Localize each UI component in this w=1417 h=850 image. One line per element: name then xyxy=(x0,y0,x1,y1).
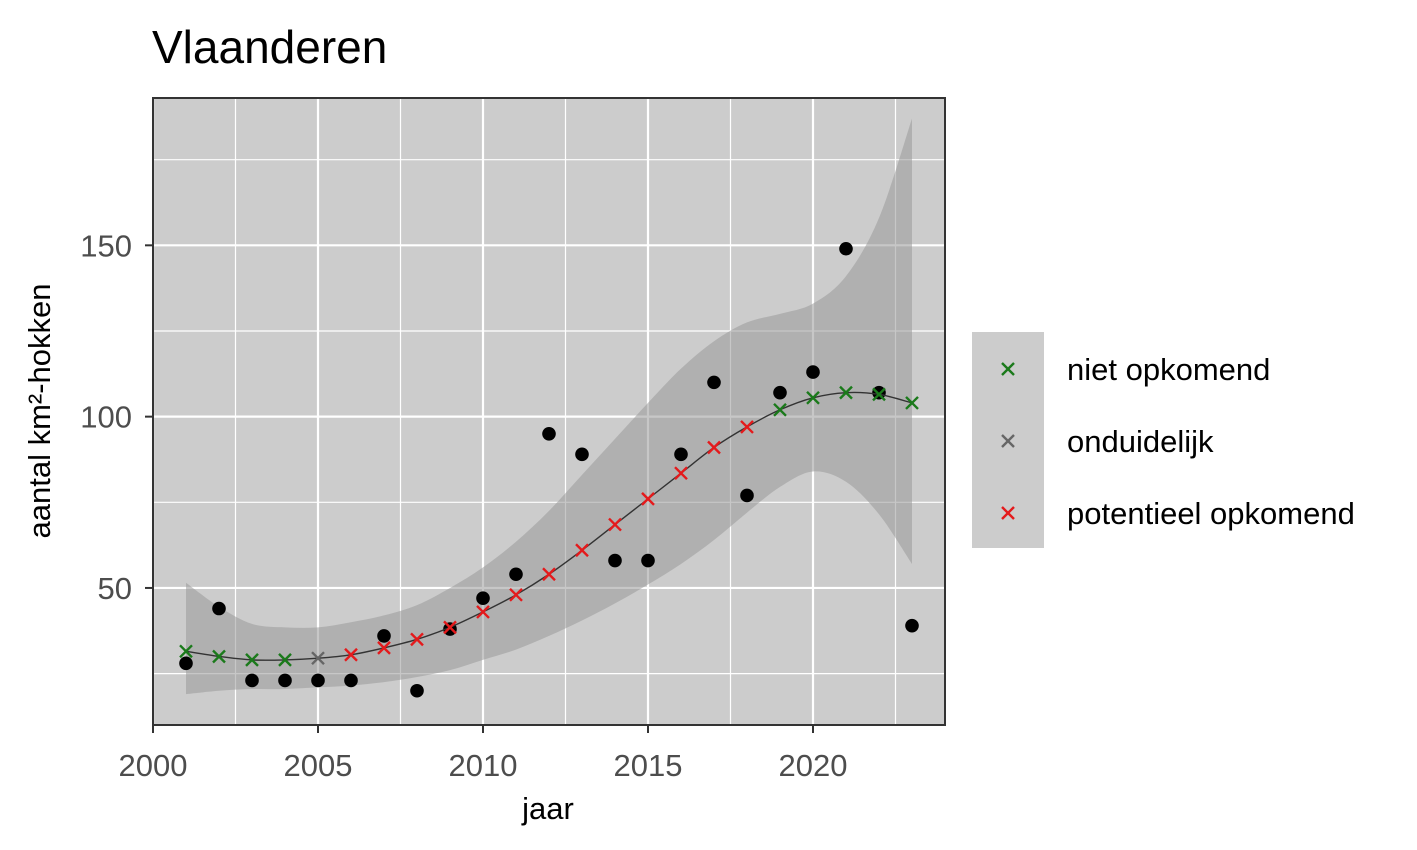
observed-point xyxy=(674,447,688,462)
legend-item: potentieel opkomend xyxy=(1001,496,1355,531)
legend: niet opkomend onduidelijk potentieel opkom… xyxy=(972,332,1355,548)
trend-marker-stroke xyxy=(806,390,820,405)
trend-marker xyxy=(311,651,325,666)
trend-marker xyxy=(410,632,424,647)
trend-marker xyxy=(905,396,919,410)
observed-point xyxy=(212,601,226,616)
legend-label: potentieel opkomend xyxy=(1067,496,1355,531)
y-axis-title: aantal km²-hokken xyxy=(22,283,57,538)
trend-marker xyxy=(245,653,259,667)
trend-marker xyxy=(344,647,358,662)
trend-marker xyxy=(641,492,655,506)
legend-marker xyxy=(1001,434,1015,448)
observed-point xyxy=(608,553,622,568)
trend-marker xyxy=(839,385,853,400)
trend-markers xyxy=(179,385,919,667)
y-tick-label: 150 xyxy=(80,228,132,263)
observed-point xyxy=(377,629,391,643)
x-axis-title: jaar xyxy=(521,791,574,826)
trend-marker-stroke xyxy=(905,396,919,410)
observed-point xyxy=(740,488,754,503)
legend-marker-stroke xyxy=(1001,362,1015,376)
trend-marker xyxy=(377,641,391,655)
observed-point xyxy=(509,567,523,582)
x-tick-label: 2000 xyxy=(119,748,188,783)
plot-panel-border xyxy=(152,97,946,726)
trend-marker-stroke xyxy=(311,651,325,666)
observed-point xyxy=(179,656,193,671)
trend-marker xyxy=(773,402,787,417)
trend-marker-stroke xyxy=(839,385,853,400)
observed-points xyxy=(179,241,919,698)
trend-marker xyxy=(212,649,226,664)
trend-marker-stroke xyxy=(773,402,787,417)
trend-marker-stroke xyxy=(245,653,259,667)
trend-marker xyxy=(443,620,457,635)
legend-marker-stroke xyxy=(1001,434,1015,448)
observed-point xyxy=(773,385,787,400)
trend-marker-stroke xyxy=(443,620,457,635)
trend-marker xyxy=(674,466,688,481)
observed-point xyxy=(278,673,292,688)
observed-point xyxy=(245,673,259,688)
legend-marker xyxy=(1001,506,1015,520)
trend-marker xyxy=(740,420,754,434)
x-tick-label: 2005 xyxy=(284,748,353,783)
trend-marker-stroke xyxy=(377,641,391,655)
observed-point xyxy=(707,375,721,390)
observed-point xyxy=(542,426,556,441)
observed-point xyxy=(311,673,325,688)
trend-marker xyxy=(806,390,820,405)
trend-marker xyxy=(707,440,721,455)
observed-point xyxy=(476,591,490,606)
x-tick-label: 2015 xyxy=(614,748,683,783)
observed-point xyxy=(905,618,919,633)
trend-marker xyxy=(509,587,523,602)
legend-marker-stroke xyxy=(1001,506,1015,520)
trend-marker-stroke xyxy=(410,632,424,647)
observed-point xyxy=(575,447,589,462)
x-tick-label: 2020 xyxy=(779,748,848,783)
x-tick-label: 2010 xyxy=(449,748,518,783)
trend-marker-stroke xyxy=(707,440,721,455)
chart-title: Vlaanderen xyxy=(152,21,387,73)
trend-marker xyxy=(575,543,589,558)
trend-marker xyxy=(542,567,556,582)
x-axis: 2000 2005 2010 2015 2020 xyxy=(119,725,848,783)
trend-marker-stroke xyxy=(344,647,358,662)
observed-point xyxy=(410,683,424,698)
observed-point xyxy=(806,365,820,379)
y-axis: 50 100 150 xyxy=(80,228,153,606)
trend-marker xyxy=(476,605,490,619)
observed-point xyxy=(641,553,655,568)
trend-marker-stroke xyxy=(179,644,193,659)
observed-point xyxy=(344,673,358,688)
trend-marker-stroke xyxy=(674,466,688,481)
trend-marker-stroke xyxy=(278,653,292,667)
trend-marker-stroke xyxy=(212,649,226,664)
trend-marker-stroke xyxy=(641,492,655,506)
trend-marker xyxy=(278,653,292,667)
trend-marker-stroke xyxy=(476,605,490,619)
y-tick-label: 50 xyxy=(98,571,132,606)
trend-marker-stroke xyxy=(542,567,556,582)
observed-point xyxy=(872,385,886,400)
legend-marker xyxy=(1001,362,1015,376)
legend-item: niet opkomend xyxy=(1001,352,1270,387)
trend-marker xyxy=(608,517,622,532)
legend-item: onduidelijk xyxy=(1001,424,1214,459)
legend-label: niet opkomend xyxy=(1067,352,1270,387)
trend-marker-stroke xyxy=(509,587,523,602)
trend-marker-stroke xyxy=(608,517,622,532)
trend-marker-stroke xyxy=(740,420,754,434)
trend-marker-stroke xyxy=(575,543,589,558)
y-tick-label: 100 xyxy=(80,400,132,435)
trend-marker xyxy=(179,644,193,659)
trend-marker xyxy=(872,387,886,402)
trend-marker-stroke xyxy=(872,387,886,402)
legend-label: onduidelijk xyxy=(1067,424,1214,459)
observed-point xyxy=(839,241,853,256)
confidence-ribbon xyxy=(186,118,912,695)
